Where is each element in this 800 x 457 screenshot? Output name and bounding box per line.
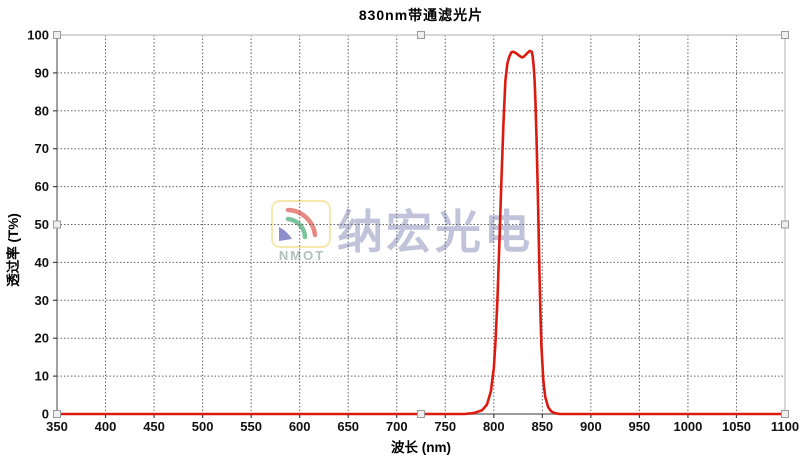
- y-tick-label: 40: [35, 255, 49, 270]
- x-tick-label: 550: [240, 419, 262, 434]
- y-tick-label: 60: [35, 179, 49, 194]
- y-tick-label: 100: [27, 28, 49, 43]
- y-tick-label: 70: [35, 141, 49, 156]
- x-tick-label: 650: [337, 419, 359, 434]
- chart-title: 830nm带通滤光片: [358, 7, 484, 23]
- y-tick-label: 20: [35, 331, 49, 346]
- y-tick-label: 30: [35, 293, 49, 308]
- y-tick-label: 90: [35, 65, 49, 80]
- x-tick-label: 1050: [722, 419, 751, 434]
- selection-handle[interactable]: [53, 31, 61, 39]
- y-tick-label: 10: [35, 369, 49, 384]
- x-tick-label: 500: [192, 419, 214, 434]
- transmission-curve: [55, 49, 787, 416]
- watermark: NMOT 纳宏光电: [271, 200, 533, 263]
- selection-handle[interactable]: [781, 220, 789, 229]
- y-tick-label: 0: [42, 407, 49, 422]
- x-tick-label: 750: [434, 419, 456, 434]
- x-axis-title: 波长 (nm): [391, 440, 451, 455]
- selection-handle[interactable]: [781, 410, 789, 418]
- x-tick-label: 400: [95, 419, 117, 434]
- selection-handle[interactable]: [781, 31, 789, 39]
- selection-handle[interactable]: [53, 410, 61, 418]
- x-tick-label: 350: [46, 419, 68, 434]
- x-tick-label: 1000: [673, 419, 702, 434]
- y-axis-title: 透过率 (T%): [6, 213, 21, 287]
- selection-handle[interactable]: [53, 220, 61, 229]
- selection-handle[interactable]: [417, 410, 425, 418]
- y-tick-label: 50: [35, 217, 49, 232]
- x-tick-label: 600: [289, 419, 311, 434]
- x-tick-label: 700: [386, 419, 408, 434]
- watermark-text: 纳宏光电: [337, 207, 533, 258]
- x-tick-label: 950: [629, 419, 651, 434]
- nmot-logo-text: NMOT: [278, 248, 326, 263]
- x-tick-label: 800: [483, 419, 505, 434]
- x-tick-label: 450: [143, 419, 165, 434]
- y-tick-label: 80: [35, 103, 49, 118]
- x-tick-label: 900: [580, 419, 602, 434]
- x-tick-label: 1100: [771, 419, 799, 434]
- x-tick-label: 850: [531, 419, 553, 434]
- selection-handle[interactable]: [417, 31, 425, 39]
